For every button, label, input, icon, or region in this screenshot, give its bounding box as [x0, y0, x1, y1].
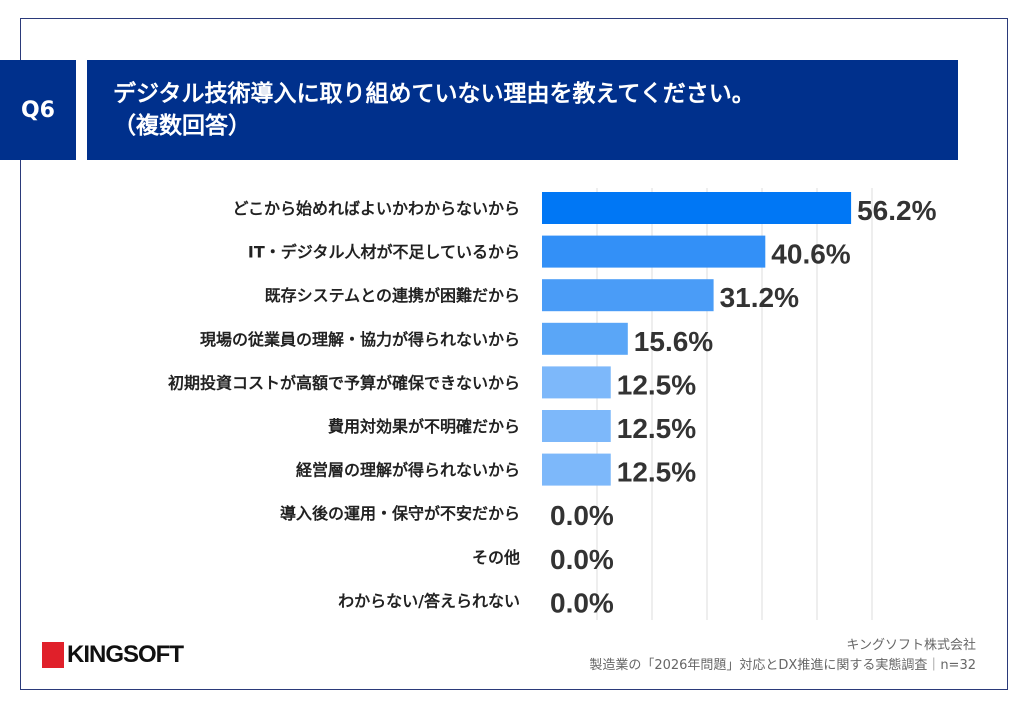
frame-border	[20, 18, 1008, 690]
logo-text: KINGSOFT	[67, 641, 184, 668]
value-label: 0.0%	[550, 500, 614, 531]
value-label: 56.2%	[857, 195, 936, 226]
value-label: 15.6%	[634, 326, 713, 357]
question-title: デジタル技術導入に取り組めていない理由を教えてください。 （複数回答）	[87, 60, 958, 160]
bar	[542, 453, 611, 486]
category-label: 初期投資コストが高額で予算が確保できないから	[168, 373, 520, 392]
bar	[542, 410, 611, 442]
survey-source: 製造業の「2026年問題」対応とDX推進に関する実態調査｜n=32	[589, 658, 976, 673]
logo-mark-icon	[42, 642, 64, 668]
bar	[542, 366, 611, 399]
title-line-2: （複数回答）	[113, 113, 251, 139]
category-label: 既存システムとの連携が困難だから	[265, 286, 520, 305]
bar	[542, 192, 852, 224]
category-label: その他	[472, 548, 520, 567]
category-label: 現場の従業員の理解・協力が得られないから	[200, 330, 520, 349]
category-label: どこから始めればよいかわからないから	[232, 199, 520, 218]
value-label: 12.5%	[617, 413, 696, 444]
category-label: 費用対効果が不明確だから	[328, 417, 520, 436]
value-label: 31.2%	[720, 282, 799, 313]
value-label: 0.0%	[550, 587, 614, 618]
category-label: わからない/答えられない	[338, 591, 520, 610]
kingsoft-logo: KINGSOFT	[42, 641, 184, 669]
value-label: 12.5%	[617, 369, 696, 400]
company-name: キングソフト株式会社	[846, 638, 976, 653]
category-label: 導入後の運用・保守が不安だから	[280, 504, 520, 523]
bar	[542, 279, 714, 312]
value-label: 12.5%	[617, 457, 696, 488]
category-label: 経営層の理解が得られないから	[296, 461, 520, 480]
question-number: Q6	[0, 60, 76, 160]
title-line-1: デジタル技術導入に取り組めていない理由を教えてください。	[113, 81, 755, 107]
value-label: 40.6%	[771, 239, 850, 270]
bar	[542, 322, 628, 355]
value-label: 0.0%	[550, 544, 614, 575]
bar	[542, 235, 766, 268]
category-label: IT・デジタル人材が不足しているから	[248, 243, 520, 262]
